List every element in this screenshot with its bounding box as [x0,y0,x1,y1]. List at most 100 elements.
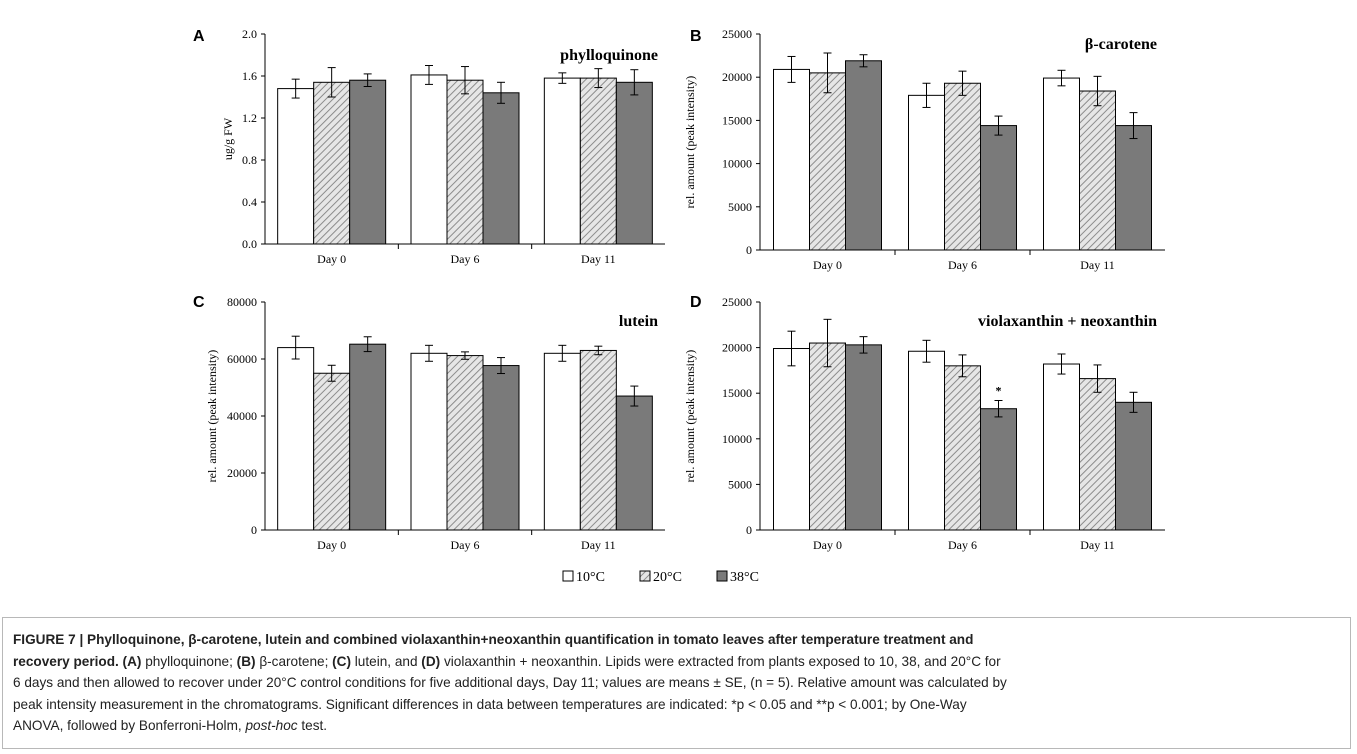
panel-letter: D [690,294,702,311]
bar [579,77,617,245]
y-tick-label: 1.2 [242,111,257,125]
panel-letter: C [193,294,205,311]
y-tick-label: 25000 [722,27,752,41]
bar [615,81,653,245]
caption-line-5: ANOVA, followed by Bonferroni-Holm, post… [13,718,328,733]
figure-charts: 0.0 0.4 0.8 1.2 1.6 2.0 Day 0 Day 6 Day 11 Aphyll… [193,27,1165,585]
bar [313,372,351,531]
legend-label: 10°C [576,570,605,585]
bar [482,365,520,531]
panel-title: phylloquinone [560,47,658,64]
bar [908,94,945,251]
x-tick-label: Day 6 [451,252,480,266]
bar [313,81,351,245]
bar [543,352,581,531]
caption-line-1: FIGURE 7 | Phylloquinone, β-carotene, lu… [13,632,974,647]
bar [773,348,810,531]
x-tick-label: Day 0 [813,258,842,272]
bar [1043,77,1080,251]
y-tick-label: 15000 [722,113,752,127]
x-tick-label: Day 0 [813,538,842,552]
x-tick-label: Day 6 [451,538,480,552]
bar [349,79,387,245]
y-tick-label: 0 [746,243,752,257]
x-tick-label: Day 6 [948,258,977,272]
panel-title: violaxanthin + neoxanthin [978,313,1157,330]
bar [615,395,653,531]
bar [1115,125,1152,251]
panel-title: β-carotene [1085,36,1157,53]
y-tick-label: 0.0 [242,237,257,251]
bar [845,344,882,531]
y-tick-label: 10000 [722,157,752,171]
x-tick-label: Day 11 [1080,258,1115,272]
bar [543,77,581,245]
legend-label: 38°C [730,570,759,585]
chart-panel-b: 0 5000 10000 15000 20000 25000 Day 0 Day 6 Day 1… [683,27,1165,272]
y-tick-label: 15000 [722,386,752,400]
chart-panel-c: 0 20000 40000 60000 80000 Day 0 Day 6 Day 11 Clu… [193,294,665,552]
bar [482,92,520,245]
chart-panel-a: 0.0 0.4 0.8 1.2 1.6 2.0 Day 0 Day 6 Day 11 Aphyll… [193,27,665,266]
bar [446,355,484,531]
y-tick-label: 20000 [722,341,752,355]
bar [845,60,882,251]
bar [773,68,810,251]
bar [809,342,846,531]
bar [349,343,387,531]
y-axis-label: rel. amount (peak intensity) [683,350,697,483]
x-tick-label: Day 11 [581,538,616,552]
panel-title: lutein [619,313,658,330]
bar [809,72,846,251]
x-tick-label: Day 11 [581,252,616,266]
y-tick-label: 5000 [728,477,752,491]
bar [410,74,448,245]
legend-label: 20°C [653,570,682,585]
y-tick-label: 2.0 [242,27,257,41]
bar [1043,363,1080,531]
legend-swatch [639,570,651,582]
significance-marker: * [996,383,1002,397]
y-tick-label: 5000 [728,200,752,214]
bar [1115,401,1152,531]
panel-letter: B [690,28,702,45]
chart-panel-d: 0 5000 10000 15000 20000 25000 Day 0 Day 6 * Day … [683,294,1165,552]
figure-caption: FIGURE 7 | Phylloquinone, β-carotene, lu… [2,617,1351,749]
legend: 10°C 20°C 38°C [562,570,759,585]
y-tick-label: 20000 [722,70,752,84]
bar [277,347,315,531]
bar [980,408,1017,531]
bar [579,349,617,531]
y-tick-label: 20000 [227,466,257,480]
bar [1079,378,1116,531]
bar [980,125,1017,251]
x-tick-label: Day 0 [317,538,346,552]
legend-swatch [716,570,728,582]
legend-swatch [562,570,574,582]
y-tick-label: 10000 [722,432,752,446]
y-axis-label: ug/g FW [221,117,235,160]
y-axis-label: rel. amount (peak intensity) [683,76,697,209]
caption-line-2: recovery period. (A) phylloquinone; (B) … [13,653,1001,669]
x-tick-label: Day 0 [317,252,346,266]
y-tick-label: 0.4 [242,195,257,209]
bar [944,82,981,251]
y-tick-label: 1.6 [242,69,257,83]
bar [908,350,945,531]
y-axis-label: rel. amount (peak intensity) [205,350,219,483]
y-tick-label: 0 [746,523,752,537]
bar [446,79,484,245]
y-tick-label: 0.8 [242,153,257,167]
y-tick-label: 60000 [227,352,257,366]
y-tick-label: 40000 [227,409,257,423]
caption-line-3: 6 days and then allowed to recover under… [13,675,1007,690]
panel-letter: A [193,28,205,45]
bar [944,365,981,531]
bar [277,88,315,245]
x-tick-label: Day 6 [948,538,977,552]
y-tick-label: 0 [251,523,257,537]
bar [1079,90,1116,251]
x-tick-label: Day 11 [1080,538,1115,552]
y-tick-label: 25000 [722,295,752,309]
bar [410,352,448,531]
